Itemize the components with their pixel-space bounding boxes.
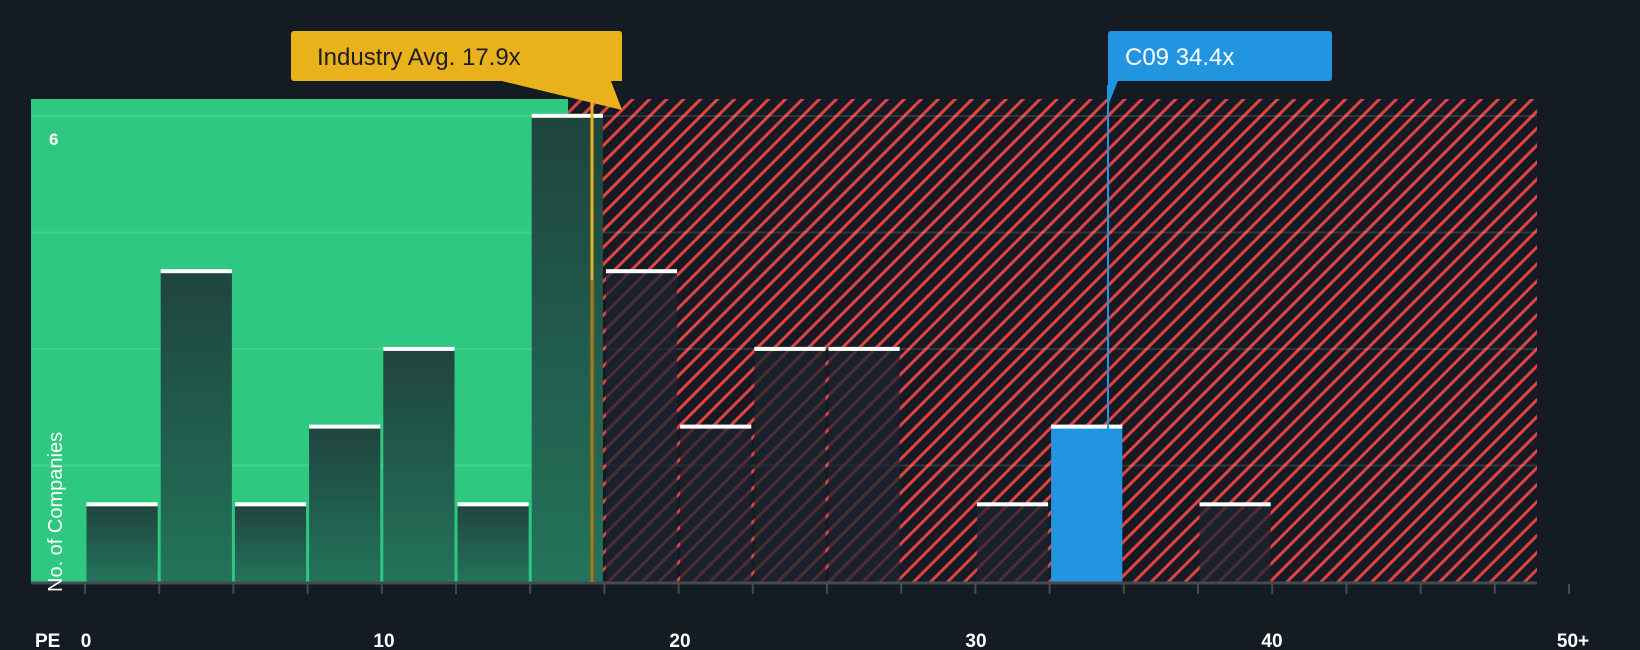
histogram-bar bbox=[160, 271, 232, 582]
histogram-bar bbox=[457, 504, 529, 582]
bar-cap bbox=[1199, 502, 1271, 507]
bar-cap bbox=[383, 346, 455, 351]
x-tick-50-plus: 50+ bbox=[1557, 631, 1589, 650]
histogram-bar bbox=[754, 348, 826, 582]
industry-avg-callout: Industry Avg. 17.9x bbox=[291, 31, 622, 110]
industry-avg-overlay bbox=[590, 280, 595, 582]
x-axis-ticks bbox=[84, 584, 1570, 594]
x-tick-10: 10 bbox=[373, 631, 394, 650]
x-axis-title: PE bbox=[35, 631, 60, 650]
bar-cap bbox=[976, 502, 1049, 507]
x-tick-0: 0 bbox=[81, 631, 92, 650]
bar-cap bbox=[680, 424, 752, 429]
below-average-zone bbox=[31, 99, 568, 582]
industry-avg-label: Industry Avg. 17.9x bbox=[317, 44, 521, 71]
company-callout: C09 34.4x bbox=[1108, 31, 1332, 106]
bar-cap bbox=[309, 424, 381, 429]
bar-cap bbox=[457, 502, 529, 507]
histogram-bar bbox=[680, 426, 752, 582]
bar-cap bbox=[828, 346, 900, 351]
x-tick-20: 20 bbox=[669, 631, 690, 650]
x-tick-40: 40 bbox=[1261, 631, 1282, 650]
bar-cap bbox=[160, 269, 232, 274]
bar-cap bbox=[531, 113, 603, 118]
histogram-bars bbox=[86, 113, 1271, 583]
bar-cap bbox=[754, 346, 826, 351]
y-tick-6: 6 bbox=[49, 130, 58, 149]
histogram-bar bbox=[976, 504, 1049, 582]
bar-cap bbox=[234, 502, 307, 507]
histogram-bar bbox=[605, 271, 678, 582]
histogram-bar bbox=[309, 426, 381, 582]
bar-cap bbox=[86, 502, 158, 507]
x-tick-30: 30 bbox=[965, 631, 986, 650]
histogram-bar bbox=[1199, 504, 1271, 582]
bar-cap bbox=[1051, 424, 1123, 429]
bar-cap bbox=[605, 269, 678, 274]
histogram-bar bbox=[383, 348, 455, 582]
y-axis-title: No. of Companies bbox=[45, 432, 67, 592]
histogram-bar bbox=[828, 348, 900, 582]
histogram-bar bbox=[234, 504, 307, 582]
company-label: C09 34.4x bbox=[1125, 44, 1234, 71]
company-bar bbox=[1051, 426, 1123, 582]
histogram-bar bbox=[86, 504, 158, 582]
